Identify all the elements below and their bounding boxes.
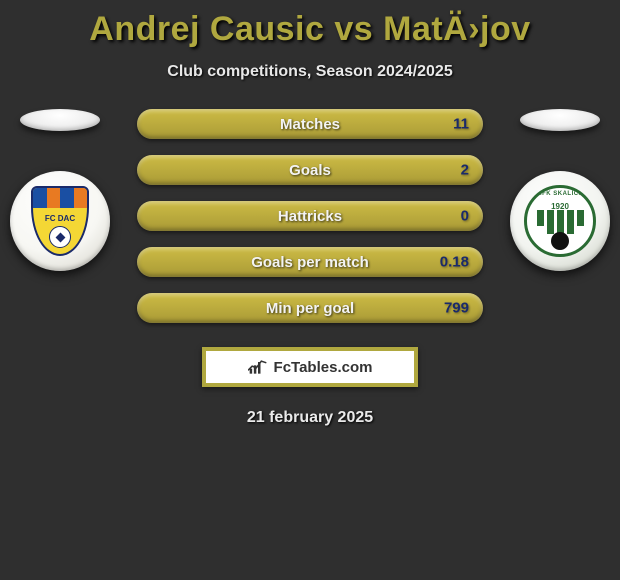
stat-row: Matches 11 — [137, 109, 483, 139]
stat-label: Min per goal — [266, 300, 354, 317]
stat-label: Matches — [280, 116, 340, 133]
comparison-card: Andrej Causic vs MatÄ›jov Club competiti… — [0, 0, 620, 427]
stat-row: Hattricks 0 — [137, 201, 483, 231]
page-title: Andrej Causic vs MatÄ›jov — [0, 10, 620, 49]
stat-row: Goals per match 0.18 — [137, 247, 483, 277]
player-placeholder-right — [520, 109, 600, 131]
club-crest-right: MFK SKALICA 1920 — [510, 171, 610, 271]
stat-value: 11 — [453, 116, 469, 133]
stat-row: Min per goal 799 — [137, 293, 483, 323]
stat-value: 2 — [461, 162, 469, 179]
stat-value: 0.18 — [440, 254, 469, 271]
football-icon — [49, 226, 71, 248]
side-right: MFK SKALICA 1920 — [510, 109, 610, 271]
stat-label: Hattricks — [278, 208, 342, 225]
club-crest-left: FC DAC — [10, 171, 110, 271]
crest-left-text: FC DAC — [45, 214, 75, 223]
crest-left-shield: FC DAC — [31, 186, 89, 256]
player-placeholder-left — [20, 109, 100, 131]
stat-value: 0 — [461, 208, 469, 225]
crest-right-arc: MFK SKALICA — [537, 191, 584, 197]
stage: FC DAC MFK SKALICA 1920 Matches 11 Goals 2 H… — [0, 109, 620, 323]
football-icon — [551, 232, 569, 250]
stat-row: Goals 2 — [137, 155, 483, 185]
subtitle: Club competitions, Season 2024/2025 — [0, 63, 620, 81]
stat-label: Goals per match — [251, 254, 369, 271]
side-left: FC DAC — [10, 109, 110, 271]
crest-right-roundel: MFK SKALICA 1920 — [524, 185, 596, 257]
stat-label: Goals — [289, 162, 331, 179]
brand-chart-icon — [248, 358, 268, 376]
stat-value: 799 — [444, 300, 469, 317]
date-line: 21 february 2025 — [0, 409, 620, 427]
brand-badge: FcTables.com — [202, 347, 418, 387]
brand-text: FcTables.com — [274, 359, 373, 376]
stat-rows: Matches 11 Goals 2 Hattricks 0 Goals per match… — [137, 109, 483, 323]
